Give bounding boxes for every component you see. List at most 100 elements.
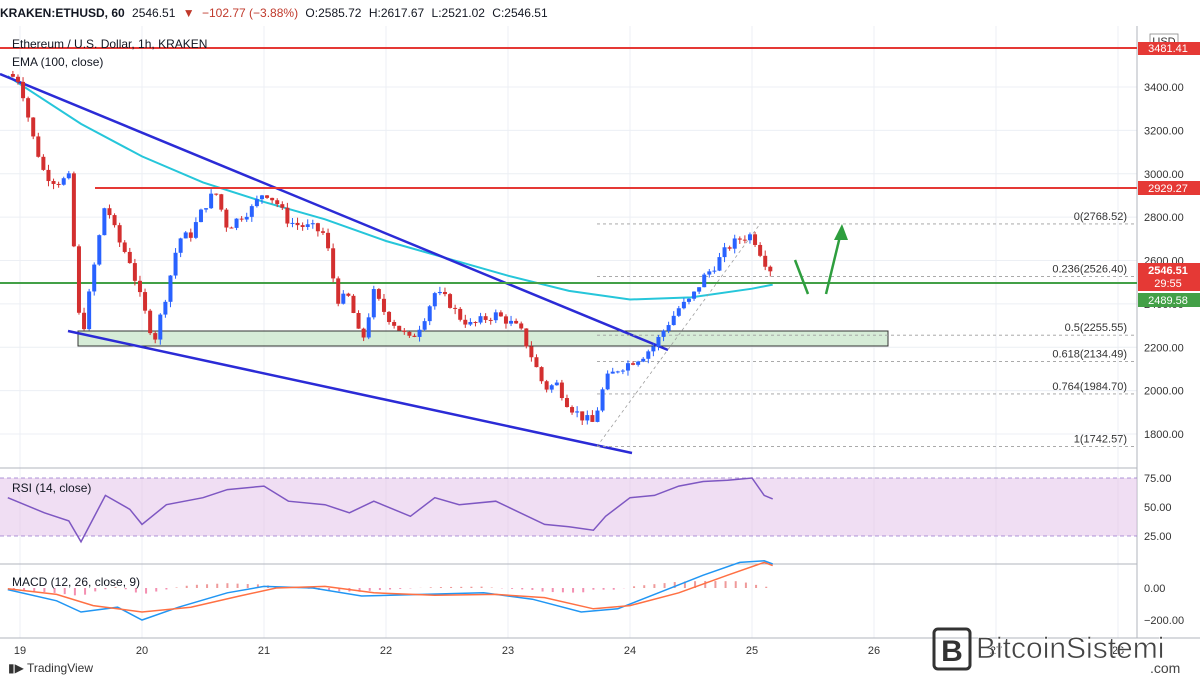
- candle-up: [722, 247, 727, 258]
- candle-down: [239, 218, 244, 220]
- candle-down: [31, 117, 36, 137]
- time-axis[interactable]: 19 20 21 22 23 24 25 26 27 28: [14, 645, 1124, 657]
- candle-up: [605, 373, 610, 390]
- tradingview-logo[interactable]: ▮▶ TradingView: [8, 661, 93, 675]
- candle-down: [442, 291, 447, 295]
- candle-down: [402, 330, 407, 332]
- resistance-badge: [1138, 181, 1200, 195]
- down-arrow-icon: ▼: [182, 6, 195, 20]
- time-tick-label: 19: [14, 645, 26, 657]
- bar-countdown: 29:55: [1154, 278, 1182, 290]
- candle-up: [422, 321, 427, 330]
- candle-up: [61, 178, 66, 185]
- candle-up: [625, 363, 630, 371]
- candle-down: [320, 231, 325, 233]
- candle-down: [265, 195, 270, 198]
- fib-level-label: 0.236(2526.40): [1052, 263, 1127, 275]
- candle-up: [732, 238, 737, 249]
- candle-up: [97, 235, 102, 265]
- candle-down: [229, 227, 234, 229]
- fib-level-label: 1(1742.57): [1074, 433, 1127, 445]
- rsi-axis: 75.00 50.00 25.00: [1144, 473, 1172, 543]
- candle-up: [173, 252, 178, 276]
- candle-down: [488, 319, 493, 321]
- candle-down: [107, 208, 112, 216]
- candlesticks: [10, 70, 773, 426]
- candle-up: [87, 291, 92, 330]
- time-tick-label: 25: [746, 645, 758, 657]
- bitcoin-logo-icon: B: [932, 627, 972, 671]
- candle-up: [595, 410, 600, 422]
- macd-signal-line: [7, 561, 773, 613]
- candle-down: [214, 193, 219, 195]
- candle-up: [371, 289, 376, 318]
- low-value: L:2521.02: [431, 6, 485, 20]
- candle-down: [397, 325, 402, 331]
- candle-up: [92, 264, 97, 292]
- macd-tick-label: 0.00: [1144, 583, 1165, 595]
- candle-up: [102, 208, 107, 236]
- candle-up: [163, 301, 168, 315]
- price-tick-label: 3400.00: [1144, 82, 1184, 94]
- fib-diagonal: [596, 223, 761, 447]
- tradingview-icon: ▮▶: [8, 661, 27, 675]
- fib-level-label: 0.764(1984.70): [1052, 381, 1127, 393]
- candle-down: [727, 247, 732, 249]
- candle-down: [21, 81, 26, 99]
- candle-down: [753, 234, 758, 245]
- candle-up: [478, 316, 483, 323]
- bitcoinsistemi-watermark: B BitcoinSistemi .com: [932, 627, 1180, 675]
- candle-up: [468, 322, 473, 325]
- candle-down: [148, 310, 153, 334]
- candle-down: [763, 255, 768, 267]
- price-change: −102.77 (−3.88%): [202, 6, 299, 20]
- candle-down: [351, 295, 356, 314]
- price-axis[interactable]: 3400.003200.003000.002800.002600.002400.…: [1144, 82, 1184, 441]
- time-tick-label: 22: [380, 645, 392, 657]
- last-price: 2546.51: [132, 6, 176, 20]
- candle-down: [356, 313, 361, 329]
- candle-down: [580, 411, 585, 421]
- candle-down: [503, 316, 508, 324]
- candle-up: [641, 358, 646, 362]
- candle-down: [280, 204, 285, 208]
- candle-up: [707, 271, 712, 275]
- upper-trendline: [0, 72, 669, 352]
- chart-title: Ethereum / U.S. Dollar, 1h, KRAKEN: [12, 37, 207, 51]
- price-tick-label: 2000.00: [1144, 386, 1184, 398]
- candle-up: [702, 274, 707, 288]
- candle-down: [270, 197, 275, 201]
- candle-up: [254, 199, 259, 207]
- resistance-value: 2929.27: [1148, 183, 1188, 195]
- price-chart[interactable]: 0(2768.52) 0.236(2526.40) 0.5(2255.55) 0.61…: [0, 26, 1200, 675]
- candle-down: [41, 156, 46, 170]
- candle-down: [26, 98, 31, 118]
- candle-down: [76, 246, 81, 313]
- candle-down: [407, 331, 412, 336]
- candle-down: [590, 415, 595, 422]
- svg-text:B: B: [941, 635, 963, 668]
- current-price-value: 2546.51: [1148, 265, 1188, 277]
- candle-up: [66, 173, 71, 179]
- time-tick-label: 21: [258, 645, 270, 657]
- high-value: H:2617.67: [368, 6, 425, 20]
- candle-down: [463, 319, 468, 325]
- candle-up: [341, 293, 346, 304]
- candle-down: [82, 312, 87, 330]
- price-tick-label: 3000.00: [1144, 169, 1184, 181]
- candle-down: [514, 320, 519, 324]
- candle-down: [570, 407, 575, 413]
- candle-down: [15, 76, 20, 82]
- candle-down: [742, 239, 747, 241]
- candle-down: [534, 357, 539, 368]
- candle-down: [56, 183, 61, 185]
- watermark-text: BitcoinSistemi: [976, 632, 1164, 665]
- watermark-domain: .com: [1150, 660, 1180, 675]
- time-tick-label: 26: [868, 645, 880, 657]
- candle-down: [122, 242, 127, 252]
- candle-down: [458, 308, 463, 320]
- symbol-header: KRAKEN:ETHUSD, 60 2546.51 ▼ −102.77 (−3.…: [0, 0, 1200, 26]
- ema-badge: [1138, 293, 1200, 307]
- candle-down: [315, 223, 320, 232]
- candle-down: [46, 169, 51, 182]
